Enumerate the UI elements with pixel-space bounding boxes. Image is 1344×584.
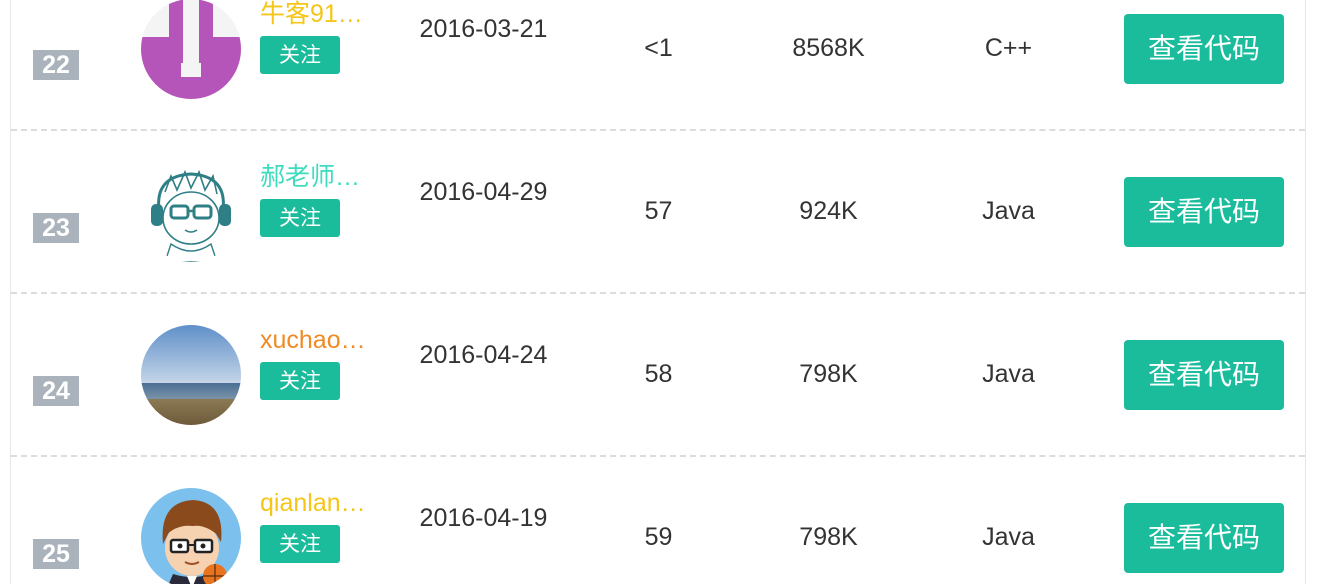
beach-photo-avatar-icon[interactable] <box>141 325 241 425</box>
rank-badge: 22 <box>33 50 79 80</box>
view-code-button[interactable]: 查看代码 <box>1124 14 1284 84</box>
memory-usage: 798K <box>799 523 858 551</box>
run-time: 58 <box>644 360 673 388</box>
follow-button[interactable]: 关注 <box>260 362 340 400</box>
rank-badge: 24 <box>33 376 79 406</box>
language: Java <box>982 360 1035 388</box>
user-info: 牛客91… 关注 <box>260 0 380 74</box>
submit-date: 2016-04-24 <box>419 341 548 369</box>
submit-date: 2016-03-21 <box>419 15 548 43</box>
table-row: 23 郝老师… 关注 2016-04-29 57 924K Java <box>11 131 1305 294</box>
memory-usage: 924K <box>799 197 858 225</box>
table-row: 25 qianlan… 关注 2016-04-1 <box>11 457 1305 584</box>
cartoon-boy-basketball-avatar-icon[interactable] <box>141 488 241 584</box>
purple-pixel-avatar-icon[interactable] <box>141 0 241 99</box>
run-time: <1 <box>644 34 673 62</box>
user-info: 郝老师… 关注 <box>260 159 380 237</box>
user-info: xuchao… 关注 <box>260 322 380 400</box>
username-link[interactable]: qianlan… <box>260 489 366 517</box>
ranking-table: 22 牛客91… 关注 2016-03-21 <1 8568K C++ 查看代码 <box>10 0 1306 584</box>
view-code-button[interactable]: 查看代码 <box>1124 177 1284 247</box>
user-info: qianlan… 关注 <box>260 485 380 563</box>
language: Java <box>982 197 1035 225</box>
language: Java <box>982 523 1035 551</box>
rank-badge: 25 <box>33 539 79 569</box>
follow-button[interactable]: 关注 <box>260 525 340 563</box>
username-link[interactable]: xuchao… <box>260 326 366 354</box>
submit-date: 2016-04-29 <box>419 178 548 206</box>
username-link[interactable]: 牛客91… <box>260 0 363 28</box>
view-code-button[interactable]: 查看代码 <box>1124 503 1284 573</box>
view-code-button[interactable]: 查看代码 <box>1124 340 1284 410</box>
follow-button[interactable]: 关注 <box>260 36 340 74</box>
table-row: 24 <box>11 294 1305 457</box>
memory-usage: 8568K <box>792 34 865 62</box>
submit-date: 2016-04-19 <box>419 504 548 532</box>
follow-button[interactable]: 关注 <box>260 199 340 237</box>
table-row: 22 牛客91… 关注 2016-03-21 <1 8568K C++ 查看代码 <box>11 0 1305 131</box>
language: C++ <box>984 34 1033 62</box>
memory-usage: 798K <box>799 360 858 388</box>
run-time: 57 <box>644 197 673 225</box>
headphones-boy-sketch-avatar-icon[interactable] <box>141 162 241 262</box>
rank-badge: 23 <box>33 213 79 243</box>
username-link[interactable]: 郝老师… <box>260 163 361 191</box>
run-time: 59 <box>644 523 673 551</box>
